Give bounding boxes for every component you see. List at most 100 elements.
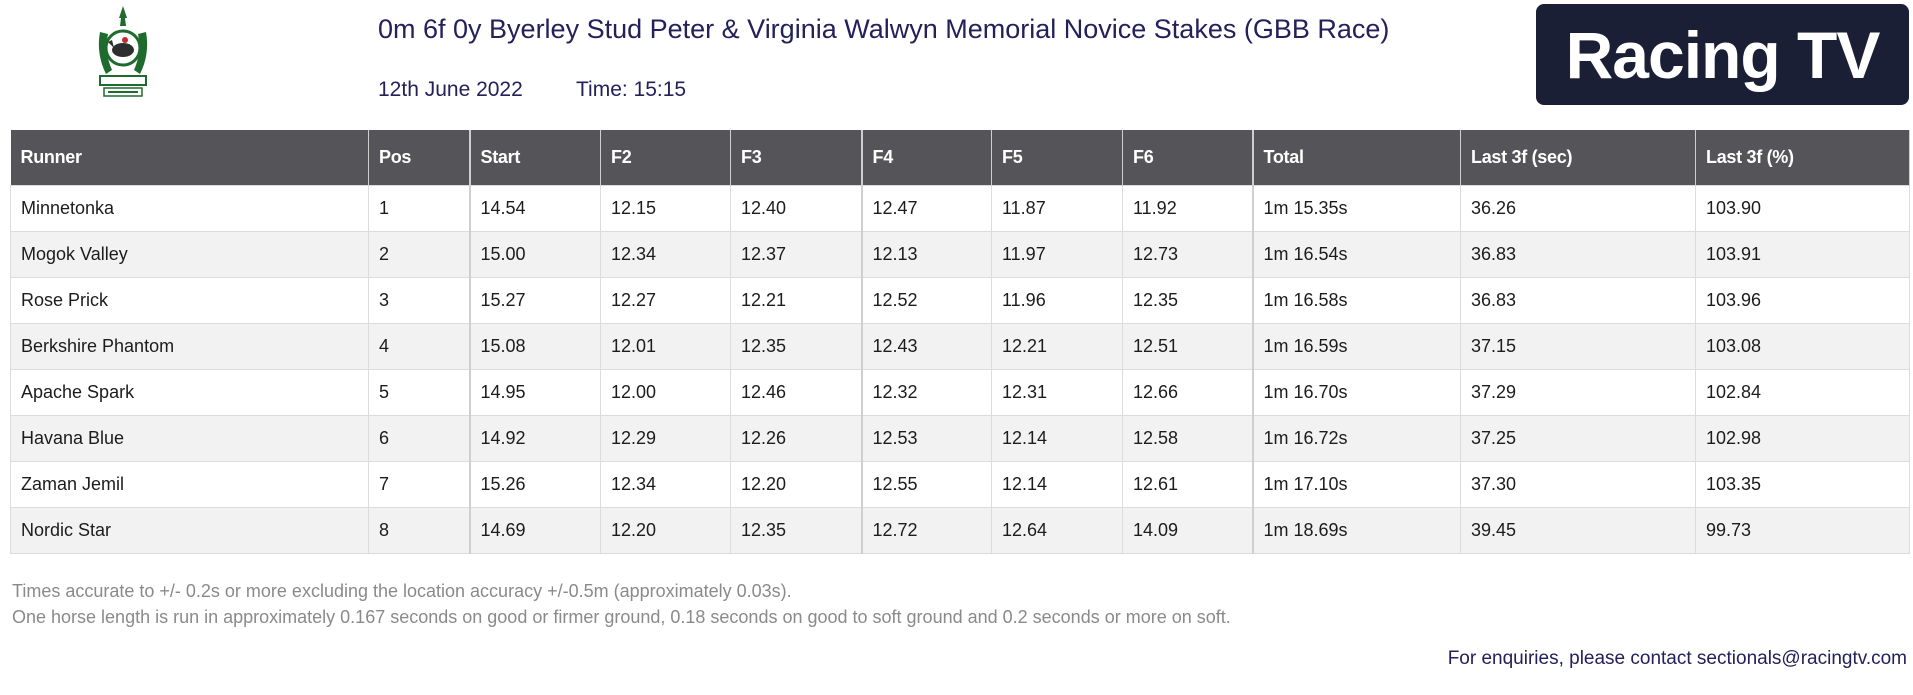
cell-f4: 12.72 — [860, 507, 992, 554]
cell-f5: 12.21 — [991, 323, 1123, 370]
contact-text: For enquiries, please contact sectionals… — [1447, 648, 1907, 669]
cell-f3: 12.20 — [730, 461, 862, 508]
cell-f3: 12.40 — [730, 185, 862, 232]
racing-tv-logo: Racing TV — [1536, 4, 1909, 105]
cell-pos: 7 — [368, 461, 470, 508]
cell-last3f-sec: 36.83 — [1460, 277, 1696, 324]
table-row: Nordic Star 8 14.69 12.20 12.35 12.72 12.64 14.… — [10, 507, 1910, 554]
cell-f6: 12.73 — [1122, 231, 1253, 278]
cell-f2: 12.20 — [600, 507, 731, 554]
cell-f6: 12.58 — [1122, 415, 1253, 462]
cell-f4: 12.43 — [860, 323, 992, 370]
race-title: 0m 6f 0y Byerley Stud Peter & Virginia W… — [378, 14, 1390, 44]
cell-runner: Nordic Star — [10, 507, 369, 554]
cell-start: 14.54 — [468, 185, 601, 232]
cell-f2: 12.01 — [600, 323, 731, 370]
cell-start: 15.08 — [468, 323, 601, 370]
cell-last3f-pct: 103.35 — [1695, 461, 1910, 508]
cell-last3f-sec: 36.26 — [1460, 185, 1696, 232]
race-date: 12th June 2022 — [378, 78, 523, 101]
col-header-pos: Pos — [368, 130, 470, 186]
cell-f3: 12.37 — [730, 231, 862, 278]
cell-pos: 8 — [368, 507, 470, 554]
cell-f6: 14.09 — [1122, 507, 1253, 554]
table-row: Mogok Valley 2 15.00 12.34 12.37 12.13 11.97 12… — [10, 231, 1910, 278]
cell-f6: 12.66 — [1122, 369, 1253, 416]
cell-runner: Apache Spark — [10, 369, 369, 416]
cell-start: 15.27 — [468, 277, 601, 324]
col-header-total: Total — [1251, 130, 1461, 186]
table-row: Rose Prick 3 15.27 12.27 12.21 12.52 11.96 12.3… — [10, 277, 1910, 324]
col-header-f3: F3 — [730, 130, 862, 186]
cell-total: 1m 16.58s — [1251, 277, 1461, 324]
col-header-last3f-sec: Last 3f (sec) — [1460, 130, 1696, 186]
cell-runner: Mogok Valley — [10, 231, 369, 278]
cell-total: 1m 17.10s — [1251, 461, 1461, 508]
cell-f4: 12.53 — [860, 415, 992, 462]
cell-f2: 12.27 — [600, 277, 731, 324]
table-row: Havana Blue 6 14.92 12.29 12.26 12.53 12.14 12.… — [10, 415, 1910, 462]
cell-pos: 6 — [368, 415, 470, 462]
race-time: Time: 15:15 — [576, 78, 687, 101]
cell-total: 1m 16.59s — [1251, 323, 1461, 370]
col-header-f5: F5 — [991, 130, 1123, 186]
cell-f4: 12.32 — [860, 369, 992, 416]
table-row: Minnetonka 1 14.54 12.15 12.40 12.47 11.87 11.9… — [10, 185, 1910, 232]
cell-f5: 11.97 — [991, 231, 1123, 278]
cell-f3: 12.26 — [730, 415, 862, 462]
col-header-runner: Runner — [10, 130, 369, 186]
cell-start: 15.26 — [468, 461, 601, 508]
col-header-f2: F2 — [600, 130, 731, 186]
cell-last3f-sec: 37.25 — [1460, 415, 1696, 462]
sectional-times-table: Runner Pos Start F2 F3 F4 F5 F6 Total La… — [10, 130, 1910, 554]
cell-f2: 12.29 — [600, 415, 731, 462]
accuracy-notes: Times accurate to +/- 0.2s or more exclu… — [12, 578, 1231, 630]
cell-pos: 3 — [368, 277, 470, 324]
cell-f3: 12.21 — [730, 277, 862, 324]
cell-f6: 12.35 — [1122, 277, 1253, 324]
cell-f5: 12.14 — [991, 415, 1123, 462]
cell-last3f-pct: 103.96 — [1695, 277, 1910, 324]
note-line: Times accurate to +/- 0.2s or more exclu… — [12, 581, 792, 601]
cell-start: 15.00 — [468, 231, 601, 278]
cell-f2: 12.34 — [600, 231, 731, 278]
cell-f5: 12.64 — [991, 507, 1123, 554]
cell-start: 14.95 — [468, 369, 601, 416]
cell-f5: 12.31 — [991, 369, 1123, 416]
cell-runner: Rose Prick — [10, 277, 369, 324]
cell-total: 1m 16.54s — [1251, 231, 1461, 278]
cell-f6: 12.51 — [1122, 323, 1253, 370]
cell-start: 14.69 — [468, 507, 601, 554]
cell-runner: Zaman Jemil — [10, 461, 369, 508]
cell-f2: 12.00 — [600, 369, 731, 416]
cell-f4: 12.13 — [860, 231, 992, 278]
cell-start: 14.92 — [468, 415, 601, 462]
cell-f6: 11.92 — [1122, 185, 1253, 232]
cell-f5: 11.87 — [991, 185, 1123, 232]
cell-pos: 4 — [368, 323, 470, 370]
cell-last3f-pct: 102.84 — [1695, 369, 1910, 416]
cell-pos: 1 — [368, 185, 470, 232]
col-header-start: Start — [468, 130, 601, 186]
col-header-last3f-pct: Last 3f (%) — [1695, 130, 1910, 186]
col-header-f6: F6 — [1122, 130, 1253, 186]
cell-total: 1m 18.69s — [1251, 507, 1461, 554]
note-line: One horse length is run in approximately… — [12, 607, 1231, 627]
cell-f3: 12.35 — [730, 323, 862, 370]
cell-total: 1m 16.72s — [1251, 415, 1461, 462]
cell-runner: Havana Blue — [10, 415, 369, 462]
cell-f5: 11.96 — [991, 277, 1123, 324]
cell-last3f-sec: 37.29 — [1460, 369, 1696, 416]
cell-f6: 12.61 — [1122, 461, 1253, 508]
cell-runner: Berkshire Phantom — [10, 323, 369, 370]
table-row: Berkshire Phantom 4 15.08 12.01 12.35 12.43 12… — [10, 323, 1910, 370]
cell-last3f-pct: 99.73 — [1695, 507, 1910, 554]
cell-total: 1m 16.70s — [1251, 369, 1461, 416]
cell-pos: 2 — [368, 231, 470, 278]
table-header-row: Runner Pos Start F2 F3 F4 F5 F6 Total La… — [10, 130, 1910, 186]
cell-last3f-pct: 102.98 — [1695, 415, 1910, 462]
cell-last3f-pct: 103.91 — [1695, 231, 1910, 278]
cell-f5: 12.14 — [991, 461, 1123, 508]
cell-total: 1m 15.35s — [1251, 185, 1461, 232]
cell-last3f-pct: 103.08 — [1695, 323, 1910, 370]
